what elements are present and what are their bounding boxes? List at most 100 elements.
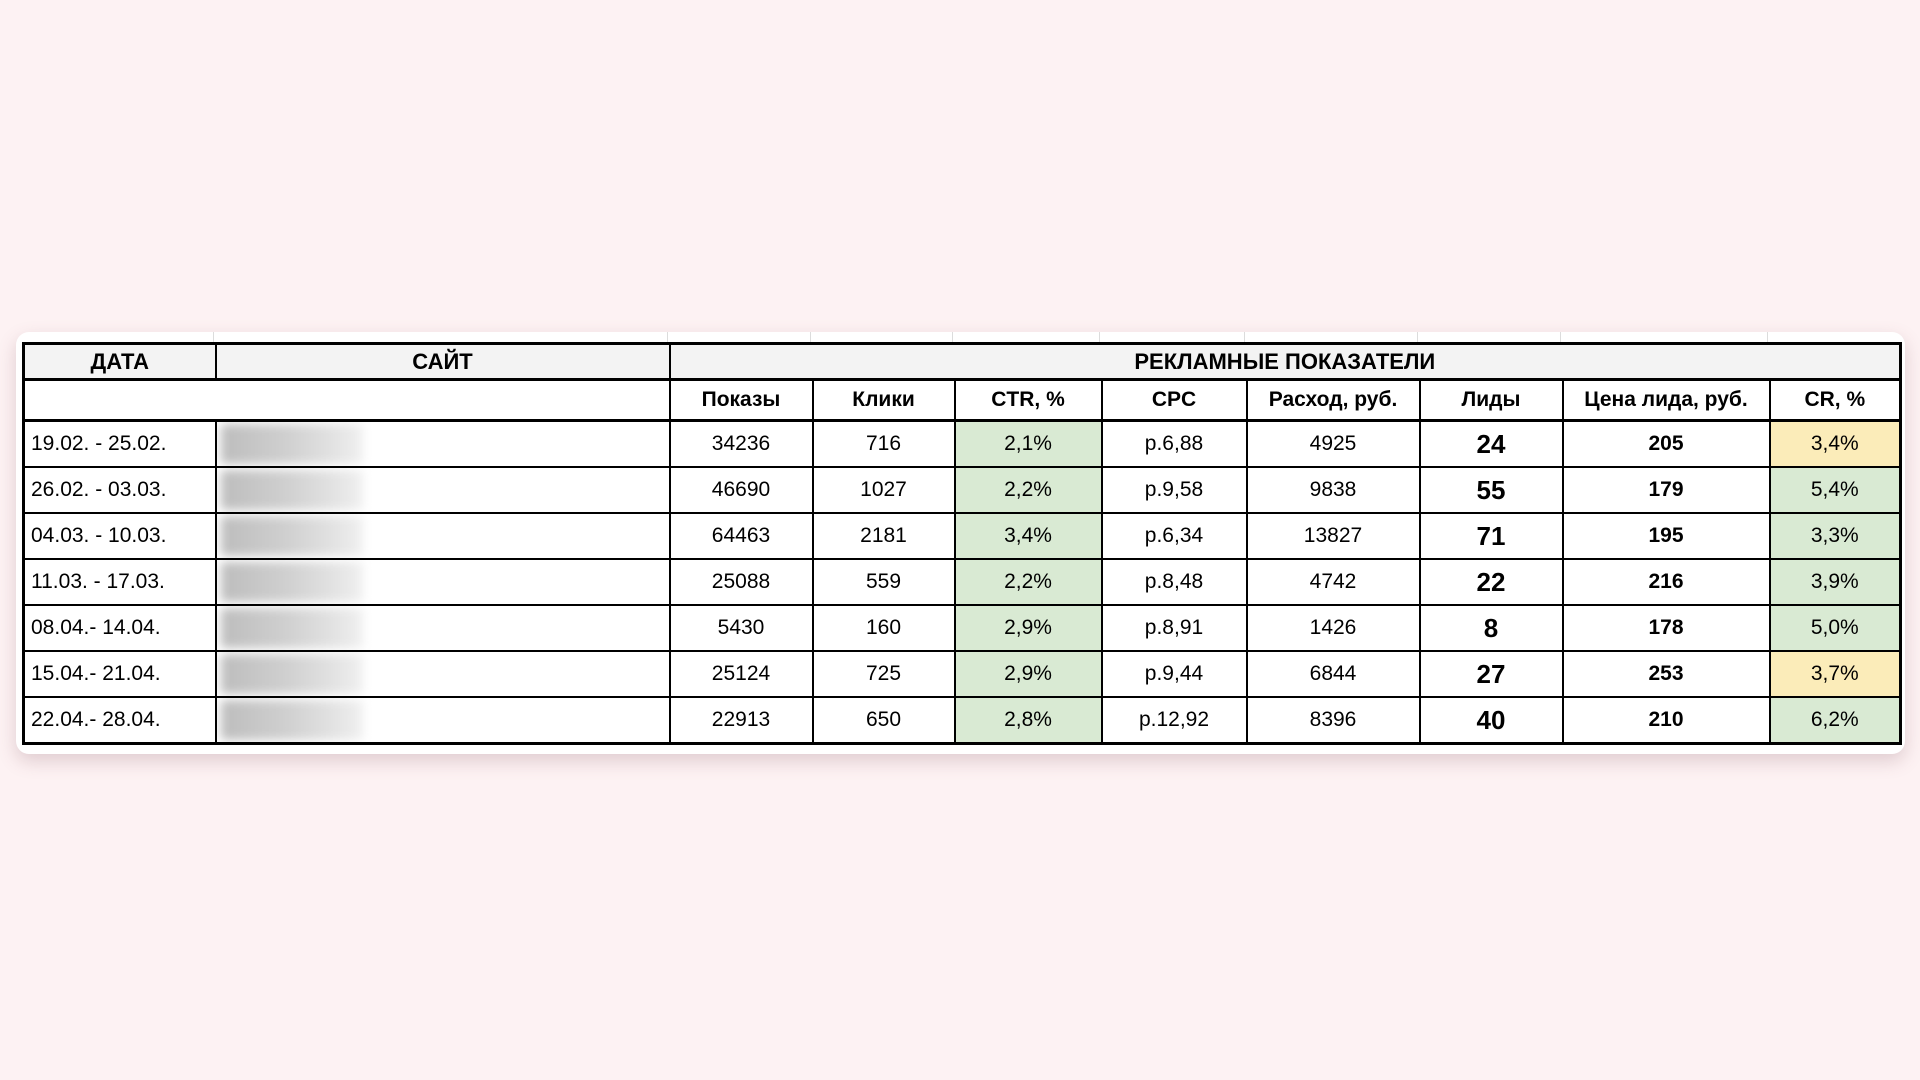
cell-cr: 3,4% xyxy=(1768,419,1902,468)
cell-leads: 40 xyxy=(1418,696,1564,745)
cell-leads: 8 xyxy=(1418,604,1564,652)
column-tick xyxy=(22,332,214,342)
cell-cr: 5,4% xyxy=(1768,466,1902,514)
cell-date: 22.04.- 28.04. xyxy=(22,696,217,745)
redacted-site-blur xyxy=(220,562,363,602)
column-header-cpc: CPC xyxy=(1100,378,1248,422)
cell-leads: 71 xyxy=(1418,512,1564,560)
cell-ctr: 2,2% xyxy=(953,558,1103,606)
column-tick xyxy=(1561,332,1768,342)
column-header-impressions: Показы xyxy=(668,378,814,422)
column-header-spend: Расход, руб. xyxy=(1245,378,1421,422)
column-header-row: Показы Клики CTR, % CPC Расход, руб. Лиды Цена… xyxy=(22,378,1902,422)
cell-cpl: 195 xyxy=(1561,512,1771,560)
cell-leads: 22 xyxy=(1418,558,1564,606)
cell-site-redacted xyxy=(214,650,671,698)
cell-cr: 3,9% xyxy=(1768,558,1902,606)
column-tick xyxy=(1245,332,1418,342)
cell-spend: 4742 xyxy=(1245,558,1421,606)
cell-ctr: 2,2% xyxy=(953,466,1103,514)
cell-clicks: 725 xyxy=(811,650,956,698)
cell-ctr: 2,1% xyxy=(953,419,1103,468)
cell-spend: 9838 xyxy=(1245,466,1421,514)
column-tick-strip xyxy=(22,332,1899,342)
cell-date: 04.03. - 10.03. xyxy=(22,512,217,560)
table-row: 19.02. - 25.02. 34236 716 2,1% р.6,88 4925 24 2… xyxy=(22,419,1902,468)
cell-impressions: 25124 xyxy=(668,650,814,698)
cell-cpl: 216 xyxy=(1561,558,1771,606)
table-row: 08.04.- 14.04. 5430 160 2,9% р.8,91 1426 8 178 5… xyxy=(22,604,1902,652)
group-header-row: ДАТА САЙТ РЕКЛАМНЫЕ ПОКАЗАТЕЛИ xyxy=(22,342,1902,381)
cell-date: 11.03. - 17.03. xyxy=(22,558,217,606)
cell-cpl: 178 xyxy=(1561,604,1771,652)
cell-clicks: 716 xyxy=(811,419,956,468)
cell-impressions: 64463 xyxy=(668,512,814,560)
cell-site-redacted xyxy=(214,466,671,514)
cell-cpc: р.12,92 xyxy=(1100,696,1248,745)
column-tick xyxy=(668,332,811,342)
cell-site-redacted xyxy=(214,419,671,468)
cell-spend: 13827 xyxy=(1245,512,1421,560)
column-header-leads: Лиды xyxy=(1418,378,1564,422)
table-row: 26.02. - 03.03. 46690 1027 2,2% р.9,58 9838 55… xyxy=(22,466,1902,514)
empty-header-cell xyxy=(22,378,671,422)
column-tick xyxy=(1418,332,1561,342)
cell-spend: 4925 xyxy=(1245,419,1421,468)
table-row: 22.04.- 28.04. 22913 650 2,8% р.12,92 8396 40 2… xyxy=(22,696,1902,745)
cell-cpl: 253 xyxy=(1561,650,1771,698)
cell-date: 15.04.- 21.04. xyxy=(22,650,217,698)
cell-date: 08.04.- 14.04. xyxy=(22,604,217,652)
cell-cpc: р.6,34 xyxy=(1100,512,1248,560)
cell-ctr: 2,9% xyxy=(953,650,1103,698)
cell-site-redacted xyxy=(214,696,671,745)
redacted-site-blur xyxy=(220,700,363,740)
cell-spend: 1426 xyxy=(1245,604,1421,652)
site-column-header: САЙТ xyxy=(214,342,671,381)
cell-cpc: р.8,48 xyxy=(1100,558,1248,606)
redacted-site-blur xyxy=(220,470,363,510)
cell-spend: 8396 xyxy=(1245,696,1421,745)
cell-cpl: 179 xyxy=(1561,466,1771,514)
cell-cpl: 205 xyxy=(1561,419,1771,468)
column-header-clicks: Клики xyxy=(811,378,956,422)
redacted-site-blur xyxy=(220,654,363,694)
column-tick xyxy=(953,332,1100,342)
redacted-site-blur xyxy=(220,516,363,556)
cell-clicks: 2181 xyxy=(811,512,956,560)
column-header-cr: CR, % xyxy=(1768,378,1902,422)
cell-site-redacted xyxy=(214,558,671,606)
cell-leads: 55 xyxy=(1418,466,1564,514)
cell-clicks: 650 xyxy=(811,696,956,745)
redacted-site-blur xyxy=(220,424,363,464)
column-tick xyxy=(1100,332,1245,342)
cell-cr: 6,2% xyxy=(1768,696,1902,745)
cell-impressions: 5430 xyxy=(668,604,814,652)
cell-clicks: 1027 xyxy=(811,466,956,514)
cell-cpc: р.8,91 xyxy=(1100,604,1248,652)
cell-spend: 6844 xyxy=(1245,650,1421,698)
cell-ctr: 2,8% xyxy=(953,696,1103,745)
table-row: 11.03. - 17.03. 25088 559 2,2% р.8,48 4742 22 2… xyxy=(22,558,1902,606)
cell-ctr: 2,9% xyxy=(953,604,1103,652)
cell-cr: 5,0% xyxy=(1768,604,1902,652)
column-tick xyxy=(214,332,668,342)
cell-clicks: 160 xyxy=(811,604,956,652)
cell-cr: 3,7% xyxy=(1768,650,1902,698)
table-row: 04.03. - 10.03. 64463 2181 3,4% р.6,34 13827 7… xyxy=(22,512,1902,560)
cell-impressions: 22913 xyxy=(668,696,814,745)
cell-cpl: 210 xyxy=(1561,696,1771,745)
cell-leads: 27 xyxy=(1418,650,1564,698)
column-tick xyxy=(811,332,953,342)
cell-leads: 24 xyxy=(1418,419,1564,468)
report-card: ДАТА САЙТ РЕКЛАМНЫЕ ПОКАЗАТЕЛИ Показы Кли… xyxy=(16,332,1905,754)
cell-impressions: 34236 xyxy=(668,419,814,468)
cell-cr: 3,3% xyxy=(1768,512,1902,560)
metrics-group-header: РЕКЛАМНЫЕ ПОКАЗАТЕЛИ xyxy=(668,342,1902,381)
redacted-site-blur xyxy=(220,608,363,648)
ad-metrics-table: ДАТА САЙТ РЕКЛАМНЫЕ ПОКАЗАТЕЛИ Показы Кли… xyxy=(22,342,1903,745)
cell-date: 26.02. - 03.03. xyxy=(22,466,217,514)
cell-impressions: 46690 xyxy=(668,466,814,514)
column-header-cpl: Цена лида, руб. xyxy=(1561,378,1771,422)
column-tick xyxy=(1768,332,1899,342)
